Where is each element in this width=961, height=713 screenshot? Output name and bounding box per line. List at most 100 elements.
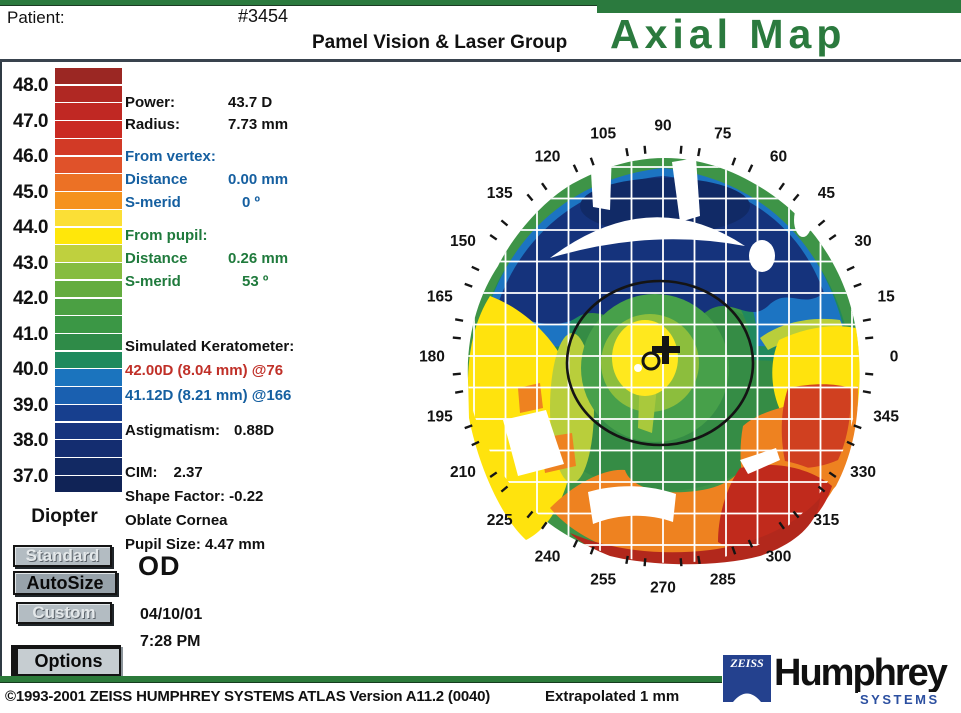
degree-tick xyxy=(471,440,480,447)
vertex-distance-label: Distance xyxy=(125,171,188,188)
degree-tick xyxy=(526,510,534,519)
degree-tick xyxy=(846,265,855,272)
degree-label: 330 xyxy=(850,464,876,481)
scale-color-block xyxy=(55,138,122,156)
degree-ring: 0 15 30 45 60 75 90 105 120 135 150 165 180 195 210 225… xyxy=(419,118,899,597)
color-scale-blocks xyxy=(55,68,122,494)
scale-tick-label: 43.0 xyxy=(13,252,48,274)
vertex-distance-row: Distance 0.00 mm xyxy=(125,170,288,190)
degree-tick xyxy=(452,372,461,376)
scale-color-block xyxy=(55,103,122,120)
degree-tick xyxy=(853,282,862,288)
degree-label: 45 xyxy=(818,185,836,202)
scale-color-block xyxy=(55,227,122,244)
scale-color-block xyxy=(55,174,122,191)
degree-tick xyxy=(540,182,548,191)
custom-button[interactable]: Custom xyxy=(16,602,112,624)
scale-tick-label: 37.0 xyxy=(13,465,48,487)
clinic-name: Pamel Vision & Laser Group xyxy=(312,32,568,53)
scale-color-block xyxy=(55,156,122,174)
degree-tick xyxy=(792,193,800,202)
scale-color-block xyxy=(55,68,122,85)
degree-tick xyxy=(846,440,855,447)
degree-tick xyxy=(697,147,701,157)
degree-tick xyxy=(589,546,595,555)
scale-color-block xyxy=(55,404,122,422)
patient-label: Patient: xyxy=(7,8,65,27)
power-value: 43.7 D xyxy=(228,94,273,111)
scale-color-block xyxy=(55,245,122,262)
vertex-smerid-label: S-merid xyxy=(125,194,181,211)
degree-tick xyxy=(679,145,683,154)
degree-tick xyxy=(862,390,872,394)
left-edge-line xyxy=(0,62,2,676)
scale-tick-label: 45.0 xyxy=(13,181,48,203)
degree-tick xyxy=(865,336,874,340)
degree-tick xyxy=(526,193,534,202)
degree-tick xyxy=(625,147,629,157)
degree-label: 105 xyxy=(590,125,616,142)
vertex-smerid-value: 0 º xyxy=(242,194,260,211)
power-row: Power: 43.7 D xyxy=(125,93,272,113)
degree-label: 120 xyxy=(535,148,561,165)
degree-label: 90 xyxy=(654,118,671,135)
scale-tick-label: 46.0 xyxy=(13,146,48,167)
cornea-type: Oblate Cornea xyxy=(125,512,228,529)
sim-k1-value: 42.00D (8.04 mm) @76 xyxy=(125,362,284,379)
lid-artifacts xyxy=(503,150,812,524)
degree-tick xyxy=(817,219,826,227)
degree-tick xyxy=(697,555,701,565)
scale-color-block xyxy=(55,121,122,138)
scale-color-block xyxy=(55,422,122,440)
degree-tick xyxy=(489,471,498,479)
top-green-strip xyxy=(0,0,597,6)
degree-tick xyxy=(454,390,464,394)
pupil-distance-row: Distance 0.26 mm xyxy=(125,249,288,269)
shape-factor: Shape Factor: -0.22 xyxy=(125,488,264,505)
sim-k-heading: Simulated Keratometer: xyxy=(125,338,295,355)
pupil-distance-value: 0.26 mm xyxy=(228,250,289,267)
degree-label: 315 xyxy=(813,512,839,529)
extrapolated-label: Extrapolated 1 mm xyxy=(545,688,680,705)
scale-tick-label: 42.0 xyxy=(13,288,48,309)
degree-tick xyxy=(464,424,473,430)
degree-tick xyxy=(540,521,548,530)
scale-color-block xyxy=(55,85,122,103)
degree-label: 135 xyxy=(487,185,513,202)
degree-label: 30 xyxy=(854,233,871,250)
title-green-bar xyxy=(597,0,961,13)
degree-tick xyxy=(862,318,872,322)
options-button[interactable]: Options xyxy=(11,645,121,676)
degree-tick xyxy=(778,182,786,191)
degree-tick xyxy=(500,219,509,227)
diopter-unit-label: Diopter xyxy=(31,506,98,527)
degree-label: 255 xyxy=(590,572,616,589)
scale-color-block xyxy=(55,263,122,280)
vertex-cross-marker xyxy=(641,336,680,371)
degree-label: 240 xyxy=(535,549,561,566)
degree-tick xyxy=(747,164,754,173)
scale-color-block xyxy=(55,387,122,404)
degree-tick xyxy=(747,539,754,548)
scale-tick-label: 41.0 xyxy=(13,323,48,345)
scale-color-block xyxy=(55,369,122,386)
pupil-size: Pupil Size: 4.47 mm xyxy=(125,536,266,553)
from-pupil-heading: From pupil: xyxy=(125,227,208,244)
degree-label: 75 xyxy=(714,125,732,142)
degree-tick xyxy=(471,265,480,272)
degree-tick xyxy=(792,510,800,519)
autosize-button[interactable]: AutoSize xyxy=(13,571,117,595)
axial-map-svg: 0 15 30 45 60 75 90 105 120 135 150 165 180 195 210 225… xyxy=(419,118,899,597)
scale-color-block xyxy=(55,316,122,333)
scale-color-block xyxy=(55,334,122,351)
standard-button[interactable]: Standard xyxy=(13,545,112,567)
pupil-distance-label: Distance xyxy=(125,250,188,267)
degree-label: 165 xyxy=(427,289,453,306)
degree-tick xyxy=(643,145,647,154)
degree-tick xyxy=(643,558,647,567)
radius-label: Radius: xyxy=(125,116,181,133)
degree-tick xyxy=(731,546,737,555)
degree-tick xyxy=(589,157,595,166)
exam-date: 04/10/01 xyxy=(140,606,203,623)
degree-label: 300 xyxy=(766,549,792,566)
